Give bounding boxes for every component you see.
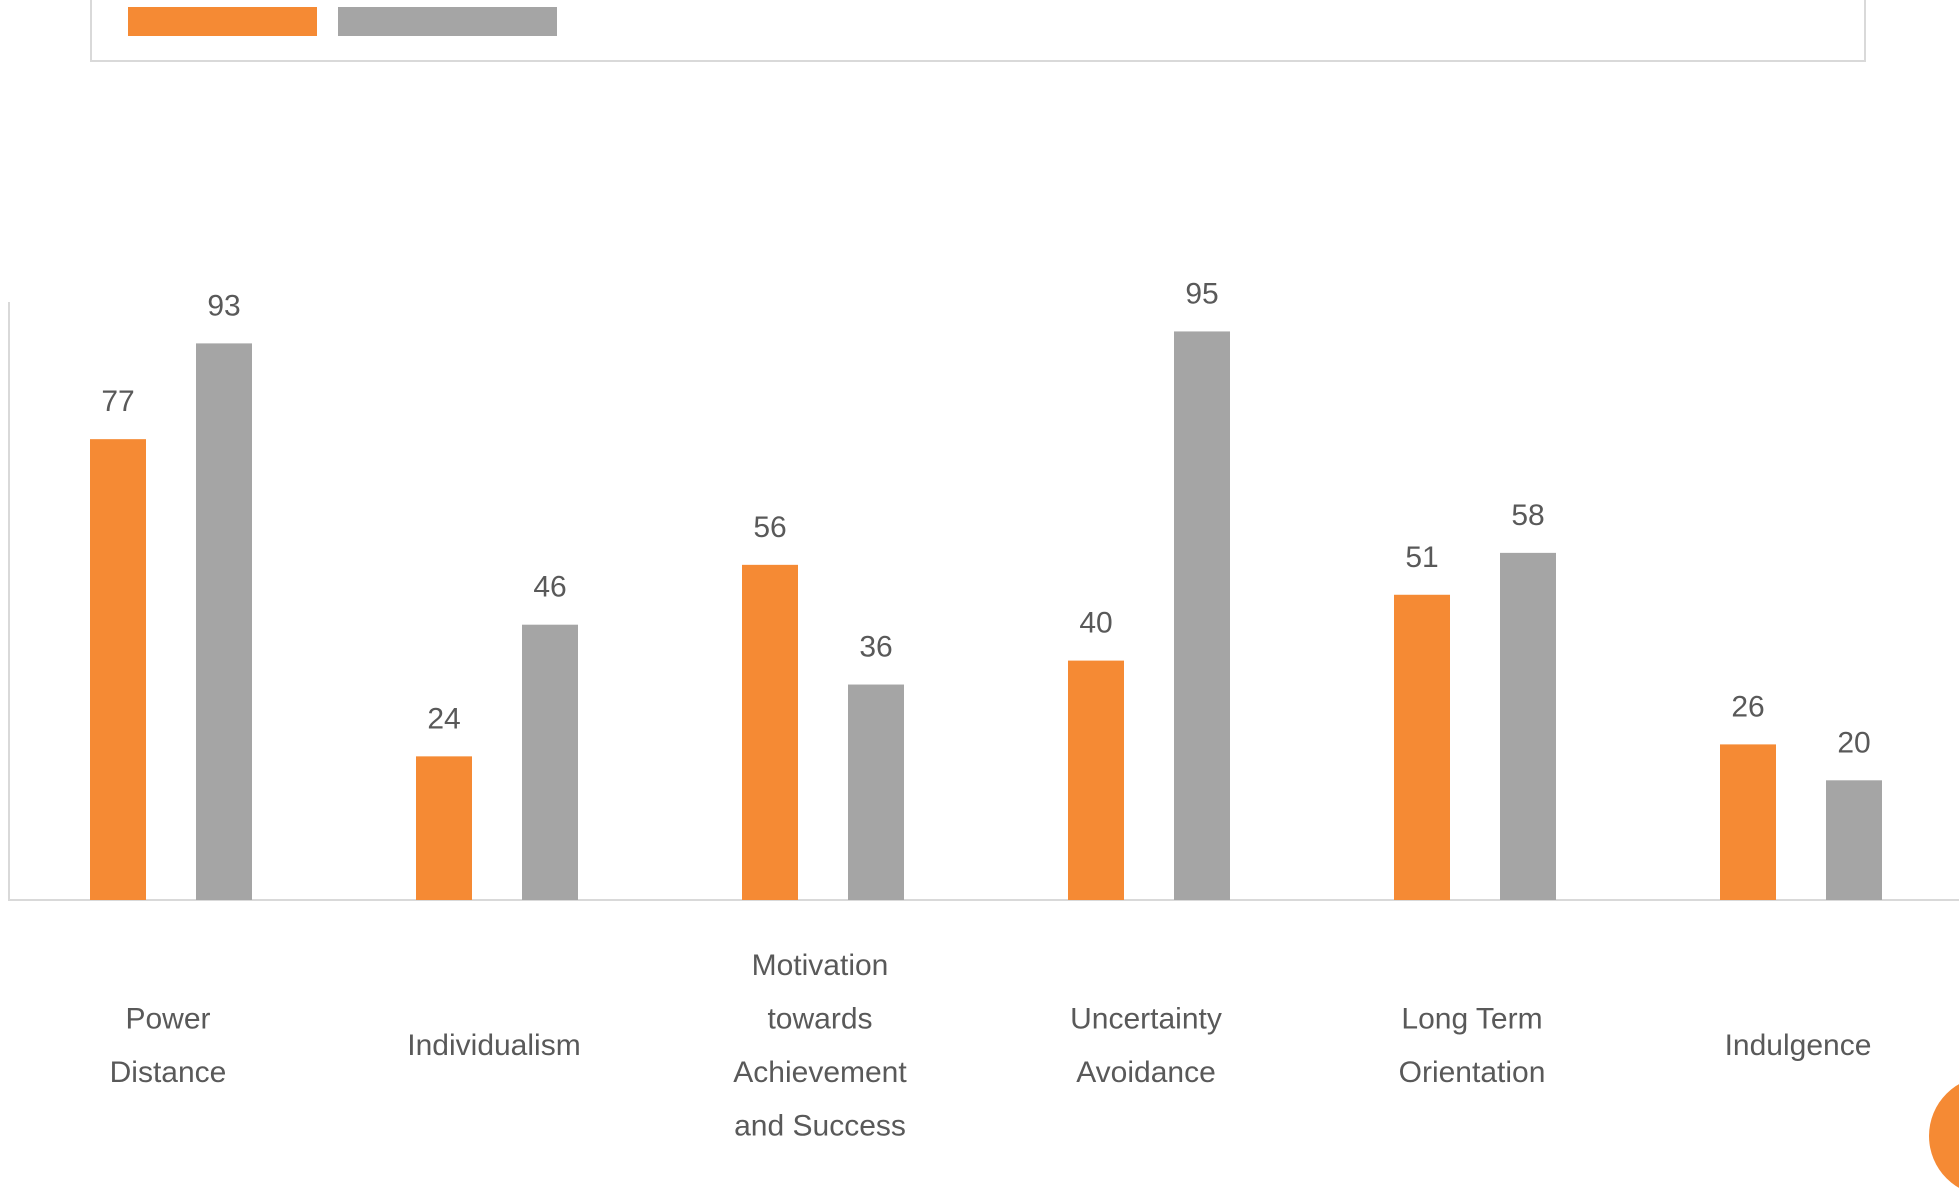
bar-series-1-0	[90, 439, 146, 900]
category-label-3: Uncertainty Avoidance	[1070, 1002, 1222, 1089]
category-label-4: Long Term Orientation	[1399, 1002, 1546, 1089]
data-label-series-2-0: 93	[207, 289, 240, 322]
category-label-2: Motivation towards Achievement and Success	[733, 949, 907, 1139]
data-label-series-1-0: 77	[101, 385, 134, 418]
data-label-series-1-3: 40	[1079, 607, 1112, 640]
bar-series-2-1	[522, 624, 578, 900]
bar-series-2-2	[848, 684, 904, 900]
data-label-series-2-2: 36	[859, 631, 892, 664]
legend-swatch-series-2	[338, 7, 557, 36]
data-label-series-1-5: 26	[1731, 690, 1764, 723]
data-label-series-1-2: 56	[753, 511, 786, 544]
bar-series-1-4	[1394, 594, 1450, 900]
data-label-series-2-3: 95	[1185, 277, 1218, 310]
category-label-1: Individualism	[407, 1029, 580, 1062]
data-label-series-2-4: 58	[1511, 499, 1544, 532]
bar-series-2-4	[1500, 552, 1556, 900]
bar-series-2-5	[1826, 780, 1882, 900]
bar-series-1-2	[742, 564, 798, 900]
bar-series-2-3	[1174, 331, 1230, 900]
bar-series-1-3	[1068, 660, 1124, 900]
bar-series-2-0	[196, 343, 252, 900]
legend-swatch-series-1	[128, 7, 317, 36]
data-label-series-1-4: 51	[1405, 541, 1438, 574]
category-label-5: Indulgence	[1725, 1029, 1872, 1062]
bar-series-1-5	[1720, 744, 1776, 900]
category-label-0: Power Distance	[110, 1002, 227, 1089]
bar-chart: 77 24 56 40 51 26 93 46 36 95 58 20 Power Distance In…	[8, 277, 1959, 1139]
bar-series-1-1	[416, 756, 472, 900]
data-label-series-2-5: 20	[1837, 726, 1870, 759]
data-label-series-1-1: 24	[427, 702, 460, 735]
data-label-series-2-1: 46	[533, 571, 566, 604]
